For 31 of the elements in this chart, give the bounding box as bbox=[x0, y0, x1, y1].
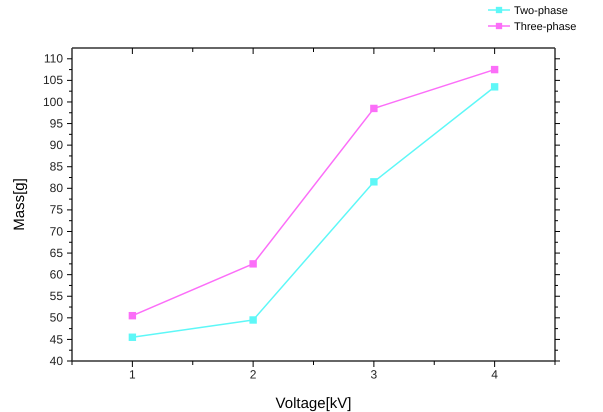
x-tick-label: 1 bbox=[129, 368, 136, 382]
y-axis-title: Mass[g] bbox=[11, 178, 28, 231]
y-tick-label: 110 bbox=[44, 52, 64, 66]
y-tick-label: 45 bbox=[50, 332, 64, 346]
y-tick-label: 90 bbox=[50, 138, 64, 152]
point bbox=[370, 178, 378, 186]
y-tick-label: 50 bbox=[50, 310, 64, 325]
y-tick-label: 100 bbox=[42, 94, 64, 109]
point bbox=[128, 312, 136, 320]
y-tick-label: 55 bbox=[50, 289, 64, 304]
legend-label: Three-phase bbox=[514, 21, 576, 33]
y-tick-label: 105 bbox=[42, 73, 64, 88]
y-tick-label: 70 bbox=[50, 224, 64, 238]
y-tick-label: 60 bbox=[50, 267, 64, 282]
y-tick-label: 65 bbox=[50, 246, 64, 260]
y-tick-label: 80 bbox=[50, 181, 64, 196]
y-tick-label: 85 bbox=[50, 160, 64, 174]
x-tick-label: 3 bbox=[370, 368, 378, 382]
y-tick-label: 75 bbox=[50, 202, 64, 217]
y-tick-label: 95 bbox=[50, 116, 64, 130]
point bbox=[249, 316, 257, 324]
point bbox=[370, 104, 378, 112]
point bbox=[490, 66, 498, 74]
point bbox=[249, 260, 257, 268]
x-axis-title: Voltage[kV] bbox=[276, 395, 352, 412]
y-tick-label: 40 bbox=[50, 354, 64, 368]
x-tick-label: 4 bbox=[491, 368, 498, 382]
point bbox=[490, 83, 498, 91]
point bbox=[128, 334, 136, 341]
legend-label: Two-phase bbox=[514, 5, 568, 17]
x-tick-label: 2 bbox=[250, 368, 257, 382]
